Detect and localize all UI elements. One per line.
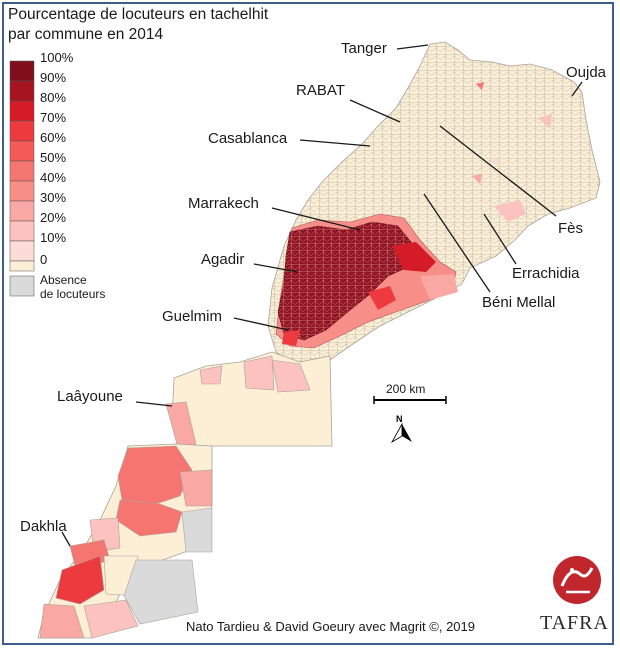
- legend-swatch-100: [9, 60, 35, 82]
- legend-swatch-90: [9, 80, 35, 102]
- legend-label-60: 60%: [40, 130, 67, 145]
- legend-label-20: 20%: [40, 210, 67, 225]
- north-arrow-icon: [390, 422, 412, 444]
- legend-label-100: 100%: [40, 50, 74, 65]
- city-label-fes: Fès: [558, 220, 584, 237]
- legend-swatch-50: [9, 160, 35, 182]
- leader-oujda: [571, 81, 583, 97]
- leader-dakhla: [61, 531, 71, 547]
- legend-swatch-40: [9, 180, 35, 202]
- legend-swatch-80: [9, 100, 35, 122]
- legend-swatches: [9, 60, 35, 297]
- city-label-beni-mellal: Béni Mellal: [482, 294, 556, 311]
- region-souss-red3: [282, 330, 300, 346]
- credit-text: Nato Tardieu & David Goeury avec Magrit …: [186, 619, 475, 634]
- city-label-oujda: Oujda: [566, 64, 607, 81]
- map-title-line1: Pourcentage de locuteurs en tachelhit: [8, 6, 269, 23]
- leader-beni-mellal: [423, 193, 491, 293]
- legend-label-0: 0: [40, 252, 48, 267]
- legend-label-30: 30%: [40, 190, 67, 205]
- north-arrow-label: N: [396, 414, 403, 424]
- scale-bar-label: 200 km: [386, 382, 426, 396]
- legend-label-90: 90%: [40, 70, 67, 85]
- city-label-casablanca: Casablanca: [208, 130, 288, 147]
- region-saguia-pink1: [199, 365, 223, 385]
- region-souss-red: [392, 242, 436, 272]
- leader-lines: [61, 44, 583, 547]
- legend-label-10: 10%: [40, 230, 67, 245]
- city-label-marrakech: Marrakech: [188, 195, 259, 212]
- city-label-agadir: Agadir: [201, 251, 245, 268]
- region-saguia-pink3: [271, 359, 311, 393]
- map-title-line2: par commune en 2014: [8, 26, 164, 43]
- legend-label-50: 50%: [40, 150, 67, 165]
- city-label-dakhla: Dakhla: [20, 518, 67, 535]
- city-label-laayoune: Laâyoune: [57, 388, 123, 405]
- city-label-tanger: Tanger: [341, 40, 387, 57]
- leader-tanger: [396, 44, 429, 50]
- city-label-rabat: RABAT: [296, 82, 345, 99]
- map-tachelhit-region: [275, 213, 458, 349]
- legend-label-40: 40%: [40, 170, 67, 185]
- leader-casablanca: [299, 139, 371, 147]
- leader-errachidia: [483, 213, 517, 265]
- map-southern-provinces: [37, 351, 333, 639]
- leader-agadir: [253, 263, 299, 273]
- region-souss-pink: [420, 274, 458, 300]
- brand-name: TAFRA: [540, 612, 609, 634]
- legend-swatch-30: [9, 200, 35, 222]
- legend-swatch-10: [9, 240, 35, 262]
- city-label-errachidia: Errachidia: [512, 265, 580, 282]
- region-saguia-pink2: [243, 355, 275, 391]
- legend-label-80: 80%: [40, 90, 67, 105]
- region-souss-red2: [368, 286, 396, 310]
- scale-bar: [373, 396, 447, 404]
- leader-guelmim: [233, 317, 289, 331]
- leader-rabat: [349, 99, 401, 123]
- legend-swatch-0: [9, 260, 35, 272]
- legend-swatch-70: [9, 120, 35, 142]
- leader-fes: [439, 125, 557, 217]
- region-laayoune-coast: [165, 401, 197, 449]
- tafra-logo-icon: [553, 556, 601, 604]
- legend-label-absence-1: Absence: [40, 273, 87, 287]
- leader-laayoune: [135, 401, 173, 407]
- legend-label-absence-2: de locuteurs: [40, 287, 106, 301]
- legend-swatch-absence: [9, 275, 35, 297]
- legend-swatch-60: [9, 140, 35, 162]
- leader-marrakech: [271, 207, 361, 231]
- legend-swatch-20: [9, 220, 35, 242]
- city-label-guelmim: Guelmim: [162, 308, 223, 325]
- legend-label-70: 70%: [40, 110, 67, 125]
